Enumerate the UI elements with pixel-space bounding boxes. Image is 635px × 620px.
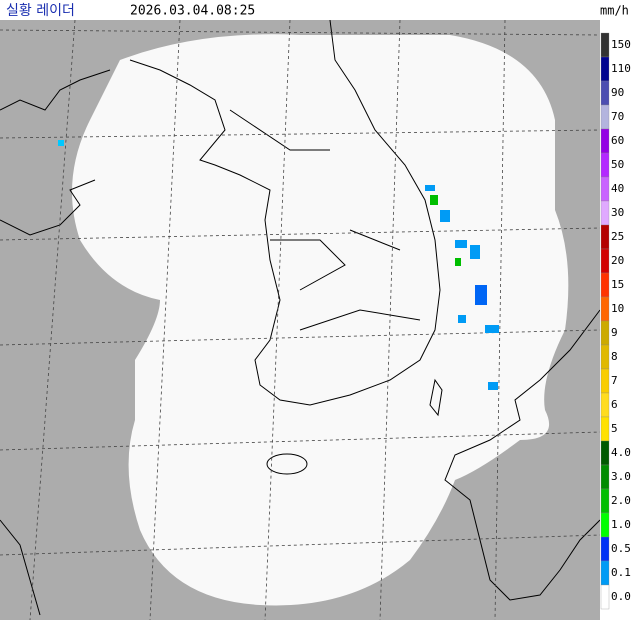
legend-label: 150 — [611, 38, 631, 51]
echo — [458, 315, 466, 323]
legend-label: 5 — [611, 422, 618, 435]
legend-swatch — [600, 200, 610, 226]
legend-swatch — [600, 416, 610, 442]
legend-label: 60 — [611, 134, 624, 147]
legend-swatch — [600, 368, 610, 394]
peninsula — [129, 19, 441, 406]
radar-coverage — [72, 34, 569, 606]
legend-swatch — [600, 464, 610, 490]
legend-label: 30 — [611, 206, 624, 219]
echo — [430, 195, 438, 205]
legend-swatch — [600, 56, 610, 82]
legend-label: 0.1 — [611, 566, 631, 579]
legend-swatch — [600, 560, 610, 586]
legend-label: 50 — [611, 158, 624, 171]
china-coast — [0, 519, 41, 616]
legend-label: 0.0 — [611, 590, 631, 603]
legend-swatch — [600, 296, 610, 322]
legend-label: 4.0 — [611, 446, 631, 459]
province-borders — [229, 109, 421, 331]
timestamp: 2026.03.04.08:25 — [130, 4, 255, 19]
legend: 150 110 90 70 60 50 40 30 25 20 15 10 9 8 7 6 5 4.0 3.0 2.0… — [600, 20, 635, 620]
legend-label: 110 — [611, 62, 631, 75]
legend-swatch — [600, 584, 610, 610]
legend-label: 20 — [611, 254, 624, 267]
legend-swatch — [600, 536, 610, 562]
legend-swatch — [600, 344, 610, 370]
echo — [455, 258, 461, 266]
legend-swatch — [600, 272, 610, 298]
legend-label: 3.0 — [611, 470, 631, 483]
tsushima — [429, 378, 443, 417]
legend-swatch — [600, 152, 610, 178]
unit: mm/h — [600, 4, 629, 18]
echo — [58, 140, 64, 146]
echo — [440, 210, 450, 222]
title: 실황 레이더 — [6, 3, 75, 19]
china-coast — [0, 69, 111, 111]
legend-swatch — [600, 80, 610, 106]
jeju — [266, 453, 308, 475]
echo — [455, 240, 467, 248]
legend-label: 8 — [611, 350, 618, 363]
legend-swatch — [600, 320, 610, 346]
legend-label: 9 — [611, 326, 618, 339]
map — [0, 19, 601, 620]
legend-swatch — [600, 440, 610, 466]
legend-label: 0.5 — [611, 542, 631, 555]
legend-label: 70 — [611, 110, 624, 123]
legend-swatch — [600, 224, 610, 250]
japan-coast — [444, 309, 601, 601]
legend-swatch — [600, 248, 610, 274]
coastlines — [0, 19, 601, 616]
echo — [470, 245, 480, 259]
echo — [475, 285, 487, 305]
legend-label: 25 — [611, 230, 624, 243]
echo — [425, 185, 435, 191]
china-coast — [0, 179, 96, 236]
legend-swatch — [600, 128, 610, 154]
legend-swatch — [600, 32, 610, 58]
grid — [0, 19, 601, 620]
legend-label: 90 — [611, 86, 624, 99]
grid-line — [29, 19, 506, 620]
legend-label: 15 — [611, 278, 624, 291]
legend-label: 40 — [611, 182, 624, 195]
legend-swatch — [600, 512, 610, 538]
legend-swatch — [600, 176, 610, 202]
legend-swatch — [600, 488, 610, 514]
legend-label: 10 — [611, 302, 624, 315]
echo — [485, 325, 499, 333]
legend-label: 2.0 — [611, 494, 631, 507]
legend-label: 6 — [611, 398, 618, 411]
legend-label: 1.0 — [611, 518, 631, 531]
grid-line — [0, 29, 601, 556]
legend-swatch — [600, 392, 610, 418]
echo — [488, 382, 498, 390]
legend-swatch — [600, 104, 610, 130]
precipitation — [58, 140, 499, 390]
legend-label: 7 — [611, 374, 618, 387]
